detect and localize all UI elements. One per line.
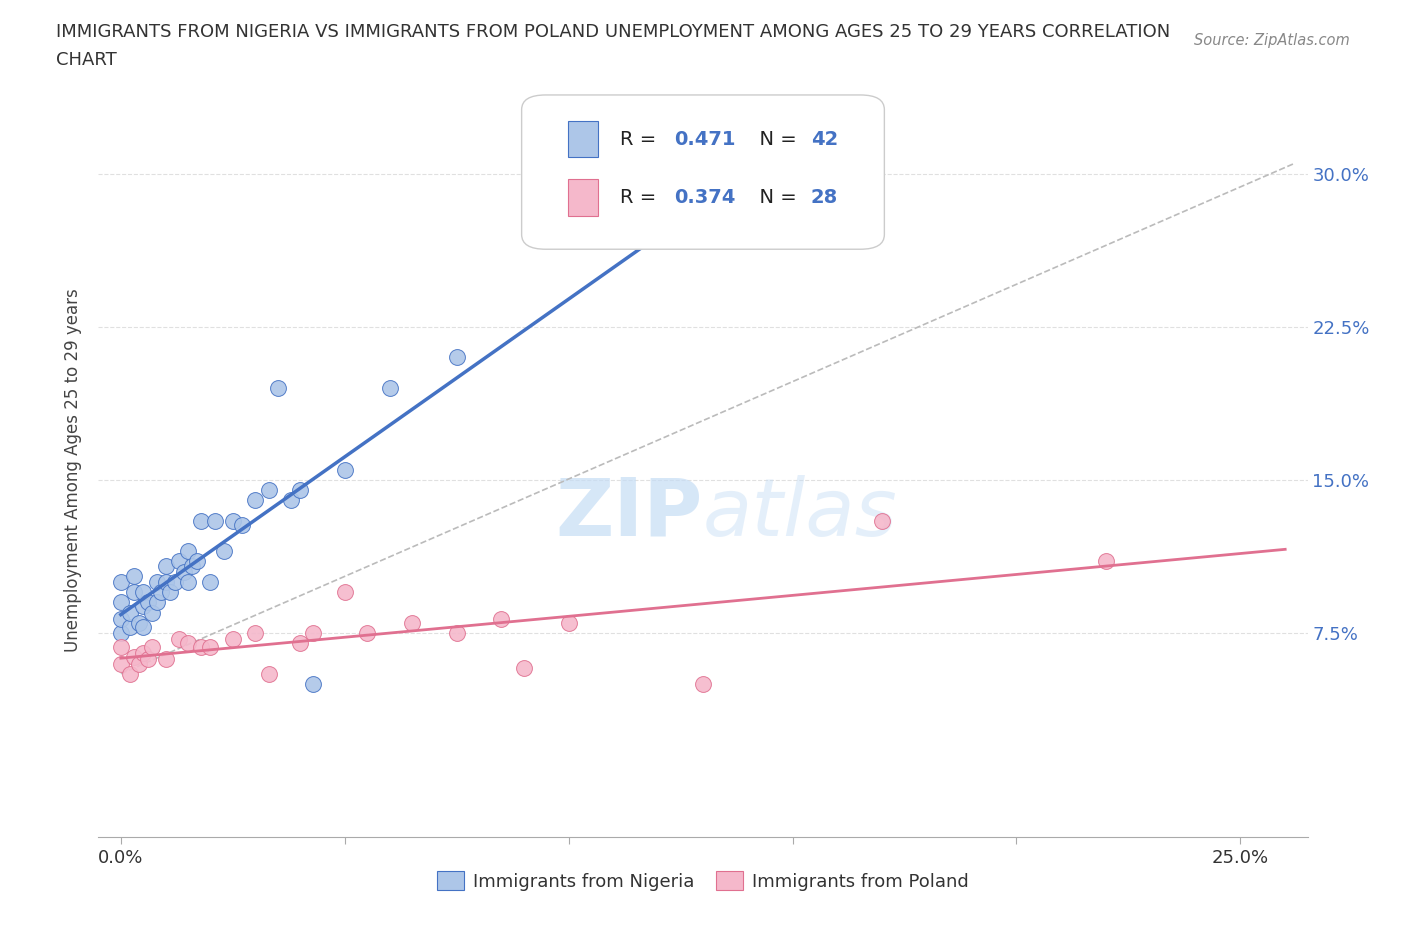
Text: R =: R = — [620, 129, 662, 149]
Point — [222, 631, 245, 646]
Point — [110, 656, 132, 671]
Point — [155, 575, 177, 590]
Point — [280, 493, 302, 508]
Point — [446, 350, 468, 365]
Point — [136, 595, 159, 610]
Point — [333, 585, 356, 600]
Legend: Immigrants from Nigeria, Immigrants from Poland: Immigrants from Nigeria, Immigrants from… — [430, 864, 976, 897]
Point — [401, 616, 423, 631]
Point — [190, 640, 212, 655]
Point — [118, 666, 141, 681]
Point — [190, 513, 212, 528]
Point — [513, 660, 536, 675]
Point — [257, 666, 280, 681]
Point — [132, 599, 155, 614]
Point — [378, 380, 401, 395]
Text: 42: 42 — [811, 129, 838, 149]
Point — [557, 616, 579, 631]
Text: ZIP: ZIP — [555, 474, 703, 552]
Point — [122, 568, 145, 583]
Point — [122, 650, 145, 665]
Point — [333, 462, 356, 477]
Point — [356, 626, 378, 641]
Point — [302, 676, 325, 691]
Text: R =: R = — [620, 188, 662, 207]
Point — [159, 585, 181, 600]
Text: 28: 28 — [811, 188, 838, 207]
Point — [155, 558, 177, 573]
Point — [110, 611, 132, 626]
Point — [204, 513, 226, 528]
Point — [222, 513, 245, 528]
Point — [128, 616, 150, 631]
Point — [288, 483, 311, 498]
Point — [177, 544, 200, 559]
Point — [200, 575, 222, 590]
Point — [243, 493, 266, 508]
Point — [231, 517, 253, 532]
Point — [118, 605, 141, 620]
Point — [177, 575, 200, 590]
Text: Source: ZipAtlas.com: Source: ZipAtlas.com — [1194, 33, 1350, 47]
Point — [266, 380, 288, 395]
Point — [243, 626, 266, 641]
Point — [132, 585, 155, 600]
Point — [491, 611, 513, 626]
Text: atlas: atlas — [703, 474, 898, 552]
Point — [692, 676, 714, 691]
FancyBboxPatch shape — [568, 179, 598, 216]
Point — [288, 636, 311, 651]
Point — [1095, 554, 1118, 569]
Point — [167, 631, 190, 646]
Point — [155, 652, 177, 667]
Point — [302, 626, 325, 641]
FancyBboxPatch shape — [568, 121, 598, 157]
Point — [145, 575, 167, 590]
Point — [167, 554, 190, 569]
Point — [110, 640, 132, 655]
Point — [870, 513, 893, 528]
Text: CHART: CHART — [56, 51, 117, 69]
Point — [446, 626, 468, 641]
Point — [212, 544, 235, 559]
Text: N =: N = — [747, 129, 803, 149]
Point — [163, 575, 186, 590]
Point — [110, 626, 132, 641]
Point — [186, 554, 208, 569]
Text: 0.374: 0.374 — [673, 188, 735, 207]
Point — [173, 565, 195, 579]
Point — [150, 585, 173, 600]
Point — [181, 558, 204, 573]
Y-axis label: Unemployment Among Ages 25 to 29 years: Unemployment Among Ages 25 to 29 years — [65, 287, 83, 652]
Point — [136, 652, 159, 667]
Point — [257, 483, 280, 498]
Point — [110, 595, 132, 610]
Point — [122, 585, 145, 600]
Point — [128, 656, 150, 671]
Point — [200, 640, 222, 655]
Point — [141, 605, 163, 620]
Text: 0.471: 0.471 — [673, 129, 735, 149]
Point — [132, 619, 155, 634]
Point — [110, 575, 132, 590]
Point — [145, 595, 167, 610]
FancyBboxPatch shape — [522, 95, 884, 249]
Text: N =: N = — [747, 188, 803, 207]
Point — [177, 636, 200, 651]
Point — [132, 646, 155, 661]
Text: IMMIGRANTS FROM NIGERIA VS IMMIGRANTS FROM POLAND UNEMPLOYMENT AMONG AGES 25 TO : IMMIGRANTS FROM NIGERIA VS IMMIGRANTS FR… — [56, 23, 1170, 41]
Point — [118, 619, 141, 634]
Point — [141, 640, 163, 655]
